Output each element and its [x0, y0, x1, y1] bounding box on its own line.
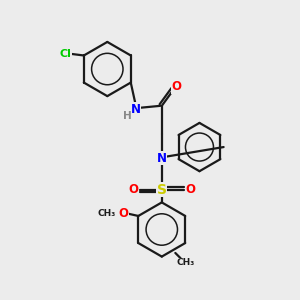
Text: N: N [131, 103, 141, 116]
Text: CH₃: CH₃ [177, 259, 195, 268]
Text: Cl: Cl [60, 49, 71, 59]
Text: O: O [172, 80, 182, 93]
Text: O: O [128, 183, 138, 196]
Text: S: S [157, 183, 167, 197]
Text: O: O [186, 183, 196, 196]
Text: H: H [123, 111, 131, 121]
Text: N: N [157, 152, 167, 165]
Text: O: O [118, 207, 128, 220]
Text: CH₃: CH₃ [98, 209, 116, 218]
